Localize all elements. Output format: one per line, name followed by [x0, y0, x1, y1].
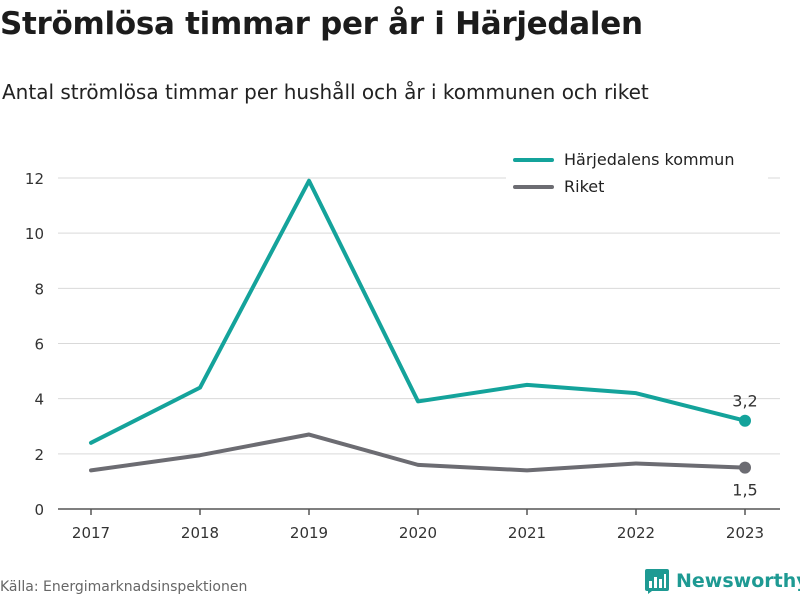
end-marker — [739, 414, 751, 427]
y-tick-label: 4 — [34, 391, 44, 409]
x-tick-label: 2017 — [72, 524, 110, 542]
chart-title: Strömlösa timmar per år i Härjedalen — [0, 6, 643, 42]
legend: Härjedalens kommun Riket — [506, 148, 768, 204]
y-tick-label: 6 — [34, 336, 44, 354]
y-tick-label: 10 — [25, 225, 44, 243]
x-tick-label: 2020 — [399, 524, 437, 542]
y-axis: 0 2 4 6 8 10 12 — [25, 170, 44, 519]
series-line-0 — [89, 178, 747, 445]
y-tick-label: 8 — [34, 280, 44, 298]
x-tick-label: 2021 — [508, 524, 546, 542]
source-note: Källa: Energimarknadsinspektionen — [0, 579, 248, 595]
brand-name: Newsworthy — [676, 570, 800, 592]
x-tick-label: 2022 — [617, 524, 655, 542]
series-lines — [89, 178, 747, 473]
legend-label: Riket — [564, 177, 604, 196]
x-axis: 2017 2018 2019 2020 2021 2022 2023 — [58, 508, 780, 542]
newsworthy-logo-icon — [645, 569, 669, 594]
end-marker — [739, 461, 751, 474]
grid-lines — [58, 177, 780, 455]
chart-subtitle: Antal strömlösa timmar per hushåll och å… — [2, 80, 649, 104]
legend-label: Härjedalens kommun — [564, 150, 734, 169]
x-tick-label: 2019 — [290, 524, 328, 542]
y-tick-label: 12 — [25, 170, 44, 188]
end-value-label: 3,2 — [732, 392, 757, 411]
legend-background — [506, 148, 768, 204]
series-line-1 — [89, 432, 747, 473]
brand: Newsworthy — [644, 568, 800, 594]
x-tick-label: 2018 — [181, 524, 219, 542]
x-tick-label: 2023 — [726, 524, 764, 542]
series-end-markers: 3,2 1,5 — [732, 392, 757, 500]
y-tick-label: 0 — [34, 501, 44, 519]
y-tick-label: 2 — [34, 446, 44, 464]
end-value-label: 1,5 — [732, 481, 757, 500]
